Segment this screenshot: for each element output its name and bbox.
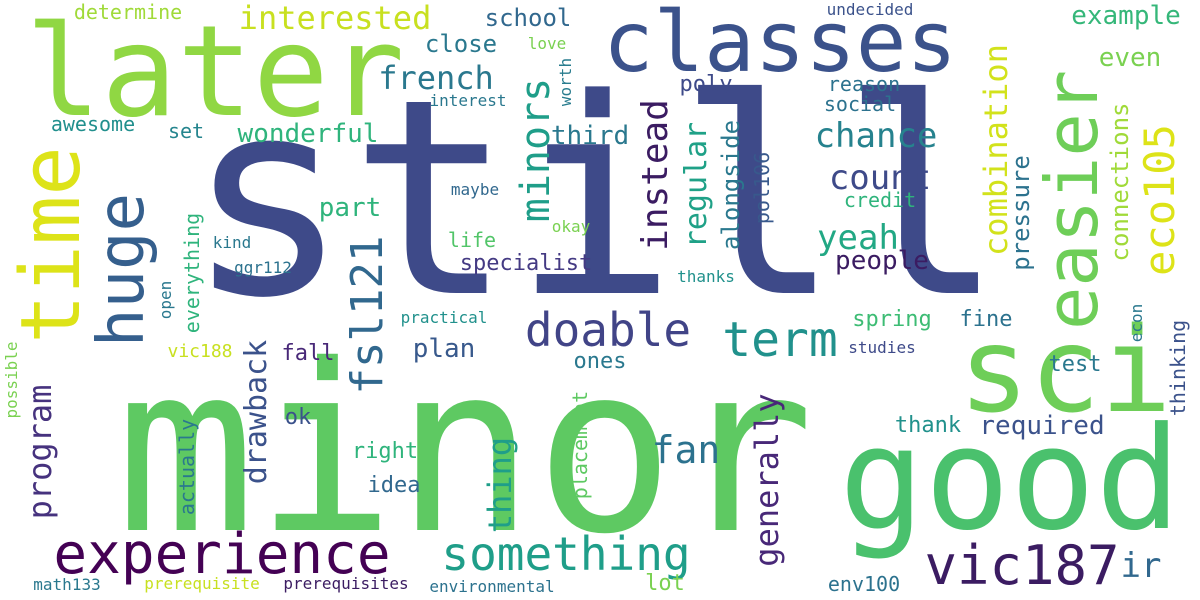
word-eco105: eco105 (1135, 124, 1184, 276)
word-awesome: awesome (50, 112, 136, 136)
word-still: still (185, 42, 1005, 358)
word-placement: placement (568, 390, 592, 500)
word-undecided: undecided (826, 0, 914, 19)
word-specialist: specialist (459, 251, 593, 276)
word-fsl121: fsl121 (342, 235, 393, 395)
word-doable: doable (524, 303, 692, 357)
word-interest: interest (429, 91, 507, 110)
word-alongside: alongside (717, 119, 745, 251)
word-regular: regular (679, 121, 714, 249)
word-time: time (4, 146, 99, 344)
word-thing: thing (481, 436, 519, 534)
word-fine: fine (959, 307, 1013, 332)
word-part: part (318, 193, 382, 223)
word-social: social (823, 92, 897, 116)
word-plan: plan (412, 334, 476, 364)
word-everything: everything (180, 212, 204, 334)
word-ok: ok (284, 405, 312, 430)
word-interested: interested (238, 0, 432, 37)
word-connections: connections (1106, 102, 1134, 262)
word-french: french (378, 59, 494, 97)
word-idea: idea (367, 473, 421, 498)
word-ones: ones (573, 349, 627, 374)
word-close: close (424, 30, 498, 58)
word-poly: poly (679, 72, 733, 97)
word-environmental: environmental (429, 577, 555, 596)
word-okay: okay (551, 217, 591, 236)
word-third: third (550, 121, 630, 151)
word-yeah: yeah (817, 218, 899, 258)
word-example: example (1071, 1, 1181, 31)
word-minor: minor (115, 315, 815, 585)
word-program: program (21, 384, 59, 520)
word-generally: generally (748, 393, 786, 567)
word-econ: econ (1127, 303, 1146, 343)
word-determine: determine (73, 0, 183, 24)
word-thanks: thanks (677, 267, 735, 286)
word-open: open (156, 280, 175, 320)
word-sci: sci (958, 301, 1172, 439)
word-lot: lot (645, 571, 685, 596)
word-worth: worth (556, 57, 575, 107)
word-vic188: vic188 (167, 341, 233, 362)
word-maybe: maybe (450, 180, 500, 199)
word-vic187: vic187 (924, 534, 1120, 597)
word-drawback: drawback (239, 339, 274, 485)
word-spring: spring (852, 307, 932, 332)
word-good: good (839, 397, 1181, 562)
word-reason: reason (827, 72, 901, 96)
word-count: count (828, 158, 932, 198)
word-required: required (979, 411, 1105, 441)
word-school: school (484, 4, 572, 32)
word-pressure: pressure (1007, 155, 1035, 271)
word-prerequisites: prerequisites (283, 574, 409, 593)
word-kind: kind (212, 233, 252, 252)
word-fan: fan (651, 428, 721, 472)
word-something: something (441, 527, 691, 581)
word-prerequisite: prerequisite (144, 574, 260, 593)
word-thinking: thinking (1166, 319, 1190, 417)
word-right: right (351, 439, 419, 464)
word-thank: thank (894, 413, 962, 438)
word-set: set (167, 119, 205, 143)
word-studies: studies (848, 338, 916, 357)
word-ir: ir (1120, 546, 1162, 586)
word-later: later (25, 0, 405, 145)
word-chance: chance (814, 116, 938, 156)
word-math133: math133 (33, 575, 101, 594)
word-possible: possible (2, 341, 21, 419)
word-easier: easier (1030, 69, 1114, 331)
word-wonderful: wonderful (237, 119, 379, 149)
word-huge: huge (85, 192, 159, 348)
word-test: test (1048, 352, 1102, 377)
word-classes: classes (602, 0, 958, 91)
word-credit: credit (843, 188, 917, 212)
word-love: love (527, 34, 567, 53)
word-env100: env100 (827, 572, 901, 596)
word-people: people (835, 246, 929, 276)
word-experience: experience (53, 522, 391, 587)
word-pol106: pol106 (750, 151, 774, 225)
word-life: life (447, 228, 497, 252)
word-term: term (722, 312, 838, 368)
word-fall: fall (281, 341, 335, 366)
word-instead: instead (635, 99, 676, 251)
word-actually: actually (175, 418, 199, 516)
word-even: even (1098, 43, 1162, 73)
word-ggr112: ggr112 (234, 258, 292, 277)
word-practical: practical (400, 308, 488, 327)
